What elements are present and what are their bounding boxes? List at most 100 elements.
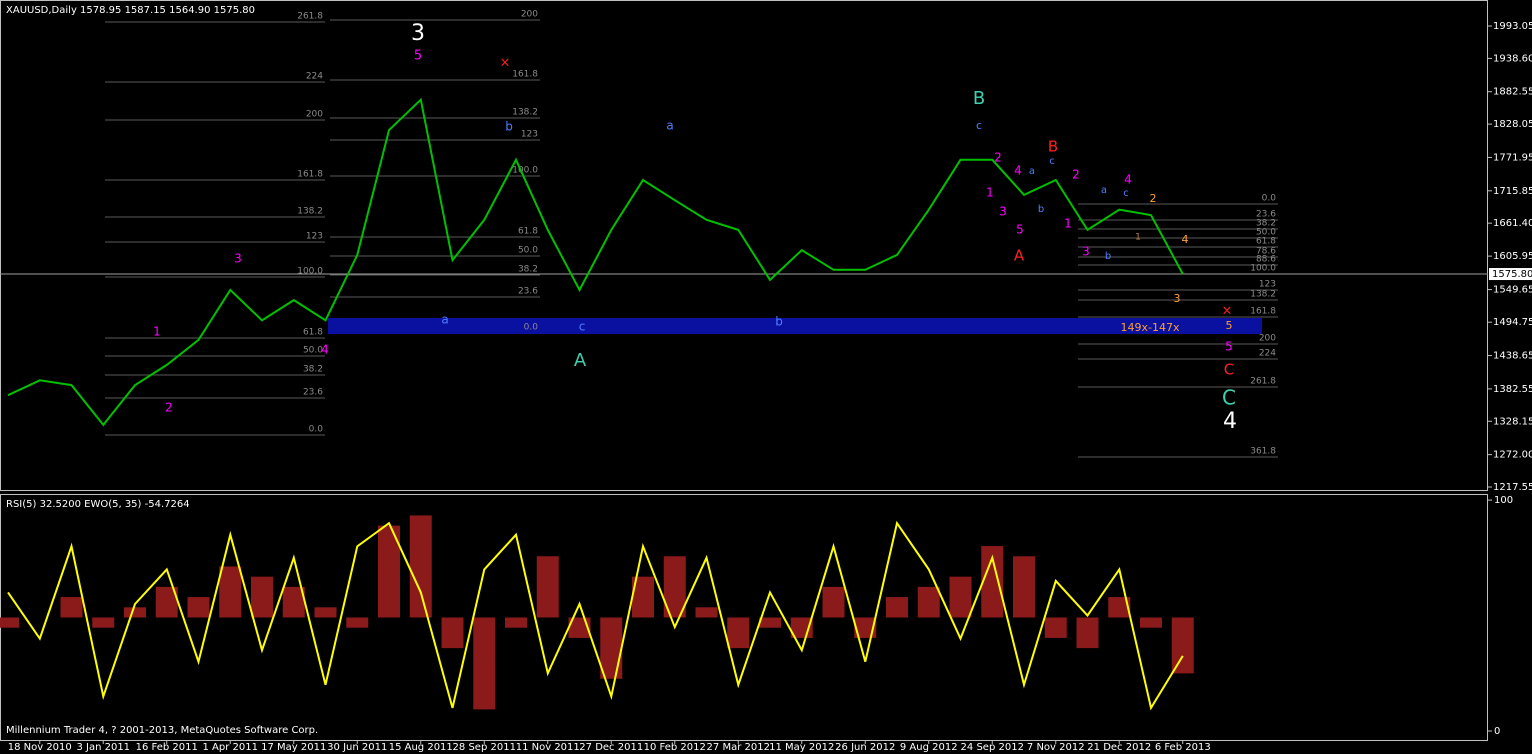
x-tick-label: 30 Jun 2011 (327, 742, 387, 753)
wave-label: C (1222, 386, 1236, 410)
fib-label: 123 (306, 232, 323, 242)
x-tick-label: 26 Jun 2012 (835, 742, 895, 753)
fib-label: 361.8 (1250, 447, 1276, 457)
wave-label: B (1048, 138, 1058, 156)
chart-title: XAUUSD,Daily 1578.95 1587.15 1564.90 157… (6, 5, 255, 16)
ewo-bar (1140, 617, 1162, 628)
footer: Millennium Trader 4, ? 2001-2013, MetaQu… (6, 725, 318, 736)
wave-label: b (505, 120, 513, 134)
wave-label: 5 (1226, 319, 1233, 332)
x-tick-label: 3 Jan 2011 (76, 742, 130, 753)
fib-label: 0.0 (524, 323, 539, 333)
wave-label: 3 (1082, 245, 1090, 259)
wave-label: c (579, 320, 586, 334)
y-tick-label: 1828.05 (1493, 119, 1532, 130)
price-panel-frame (0, 0, 1488, 491)
y-tick-label: 0 (1494, 726, 1500, 737)
wave-label: C (1224, 361, 1234, 379)
fib-label: 261.8 (1250, 377, 1276, 387)
fib-label: 138.2 (297, 207, 323, 217)
fib-label: 50.0 (518, 246, 538, 256)
fib-label: 100.0 (1250, 264, 1276, 274)
wave-label: 5 (1225, 340, 1233, 354)
ewo-bar (1013, 556, 1035, 618)
wave-label: 2 (1150, 192, 1157, 205)
ewo-bar (124, 607, 146, 618)
ewo-bar (1108, 597, 1131, 618)
x-tick-label: 9 Aug 2012 (900, 742, 958, 753)
wave-label: 4 (1124, 173, 1132, 187)
wave-label: a (1029, 166, 1035, 177)
fib-label: 38.2 (1256, 219, 1276, 229)
ewo-bar (949, 576, 972, 618)
y-tick-label: 1661.40 (1493, 218, 1532, 229)
ewo-bar (536, 556, 559, 618)
x-tick-label: 24 Sep 2012 (961, 742, 1024, 753)
ewo-bar (92, 617, 115, 628)
fib-label: 38.2 (518, 265, 538, 275)
ewo-bar (1044, 617, 1067, 638)
wave-label: × (500, 56, 511, 71)
wave-label: B (973, 88, 985, 109)
wave-label: a (441, 313, 448, 327)
fib-label: 50.0 (1256, 228, 1276, 238)
x-tick-label: 11 Nov 2011 (516, 742, 580, 753)
y-tick-label: 1272.00 (1493, 450, 1532, 461)
wave-label: 1 (153, 325, 161, 339)
fib-label: 50.0 (303, 346, 323, 356)
ewo-bar (282, 586, 305, 618)
fib-label: 200 (521, 10, 538, 20)
ewo-bar (251, 576, 273, 618)
x-tick-label: 16 Feb 2011 (136, 742, 198, 753)
wave-label: 1 (986, 186, 994, 200)
y-tick-label: 1328.15 (1493, 416, 1532, 427)
ewo-bar (346, 617, 369, 628)
ewo-bar (409, 515, 432, 618)
ewo-bar (695, 607, 718, 618)
ewo-bar (473, 617, 496, 710)
y-tick-label: 1217.55 (1493, 482, 1532, 493)
wave-label: × (1222, 304, 1233, 319)
fib-label: 61.8 (518, 227, 538, 237)
ewo-bar (663, 556, 686, 618)
fib-label: 138.2 (1250, 290, 1276, 300)
ewo-bar (822, 586, 845, 618)
wave-label: 1 (1064, 217, 1072, 231)
x-tick-label: 18 Nov 2010 (8, 742, 72, 753)
price-line (7, 97, 1184, 427)
ewo-bar (441, 617, 464, 649)
wave-label: b (1105, 251, 1111, 262)
x-tick-label: 21 Dec 2012 (1087, 742, 1151, 753)
ewo-bar (505, 617, 527, 628)
y-tick-label: 1993.05 (1493, 21, 1532, 32)
fib-label: 100.0 (297, 267, 323, 277)
fib-label: 0.0 (309, 425, 324, 435)
rsi-line (7, 520, 1184, 711)
ewo-bar (886, 597, 908, 618)
fib-label: 200 (1259, 334, 1276, 344)
fib-label: 123 (1259, 280, 1276, 290)
wave-label: b (1038, 204, 1044, 215)
ewo-bar (60, 597, 83, 618)
wave-label: 2 (994, 151, 1002, 165)
fib-label: 78.6 (1256, 247, 1276, 257)
y-tick-label: 100 (1494, 495, 1513, 506)
y-tick-label: 1494.75 (1493, 317, 1532, 328)
x-tick-label: 15 Aug 2011 (389, 742, 453, 753)
wave-label: c (1049, 156, 1055, 167)
fib-label: 0.0 (1262, 194, 1277, 204)
ewo-bar (1171, 617, 1194, 674)
fib-label: 161.8 (297, 170, 323, 180)
wave-label: a (666, 119, 673, 133)
current-price-label: 1575.80 (1492, 269, 1532, 280)
wave-label: b (775, 315, 783, 329)
x-tick-label: 17 May 2011 (261, 742, 326, 753)
wave-label: A (1014, 247, 1025, 265)
ewo-bar (1076, 617, 1099, 649)
ewo-bar (0, 617, 19, 628)
ewo-bar (378, 525, 400, 618)
x-tick-label: 11 May 2012 (769, 742, 834, 753)
ewo-bar (917, 586, 940, 618)
target-band (328, 318, 1262, 334)
